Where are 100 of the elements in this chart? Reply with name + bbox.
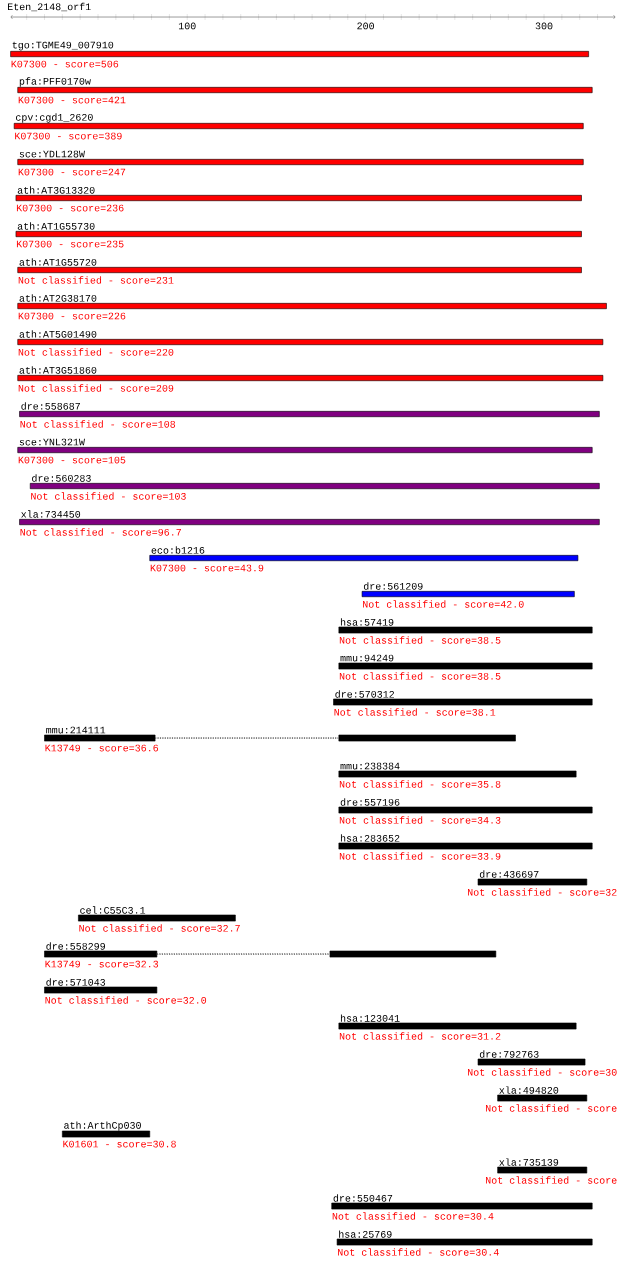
- bar: [477, 1058, 586, 1066]
- y-tick-label: xla:735139: [499, 1158, 559, 1166]
- bar: [13, 123, 584, 130]
- bar: [78, 914, 236, 922]
- annotation: Not classified - score=32: [468, 888, 617, 896]
- y-tick-label: dre:557196: [340, 798, 400, 806]
- annotation: K07300 - score=236: [16, 204, 124, 212]
- y-tick-label: hsa:57419: [340, 618, 394, 626]
- annotation: K07300 - score=235: [16, 240, 124, 248]
- x-tick-label: 200: [357, 22, 375, 30]
- bar: [477, 878, 588, 886]
- bar: [44, 986, 158, 994]
- y-tick-label: ath:AT2G38170: [19, 294, 97, 302]
- annotation: Not classified - score=30.4: [338, 1248, 499, 1256]
- bar: [333, 698, 593, 706]
- bar: [338, 662, 593, 670]
- annotation: Not classified - score=96.7: [20, 528, 181, 536]
- annotation: Not classified - score=32.0: [45, 996, 207, 1004]
- annotation: K07300 - score=389: [15, 132, 122, 140]
- y-tick-label: sce:YDL128W: [19, 150, 85, 158]
- annotation: Not classified - score=30.4: [332, 1212, 494, 1220]
- annotation: K07300 - score=421: [18, 96, 126, 104]
- bar: [338, 806, 593, 814]
- annotation: K07300 - score=43.9: [150, 564, 264, 572]
- y-tick-label: ath:AT1G55730: [17, 222, 95, 230]
- bar: [497, 1166, 588, 1174]
- y-tick-label: dre:436697: [479, 870, 539, 878]
- x-tick-label: 100: [178, 22, 196, 30]
- annotation: Not classified - score=30: [468, 1068, 617, 1076]
- bar: [29, 483, 600, 490]
- bar: [497, 1094, 588, 1102]
- annotation: K07300 - score=105: [18, 456, 126, 464]
- y-tick-label: ath:ArthCp030: [64, 1121, 141, 1131]
- bar: [17, 339, 604, 346]
- y-tick-label: ath:AT5G01490: [19, 330, 97, 338]
- annotation: Not classified - score=231: [18, 276, 174, 284]
- bar: [149, 555, 579, 562]
- bar: [336, 1238, 593, 1246]
- y-tick-label: mmu:238384: [340, 762, 400, 770]
- y-tick-label: ath:AT3G51860: [19, 366, 97, 374]
- annotation: Not classified - score=209: [18, 384, 174, 392]
- annotation: K13749 - score=32.3: [45, 960, 159, 968]
- annotation: Not classified - score=33.9: [339, 852, 501, 860]
- bar: [15, 195, 582, 202]
- bar: [10, 51, 589, 58]
- bar: [338, 626, 593, 634]
- bar: [17, 447, 593, 454]
- y-tick-label: dre:792763: [479, 1050, 539, 1058]
- y-tick-label: mmu:214111: [46, 726, 106, 734]
- y-tick-label: tgo:TGME49_007910: [12, 41, 114, 51]
- bar: [17, 303, 607, 310]
- y-tick-label: hsa:123041: [340, 1014, 400, 1022]
- annotation: Not classified - score: [486, 1176, 617, 1184]
- y-tick-label: ath:AT1G55720: [19, 258, 97, 266]
- y-tick-label: ath:AT3G13320: [17, 186, 95, 194]
- y-tick-label: dre:558299: [46, 942, 106, 950]
- bar: [19, 519, 600, 526]
- y-tick-label: dre:560283: [32, 474, 91, 482]
- annotation: Not classified - score=42.0: [363, 600, 524, 608]
- bar: [338, 842, 593, 850]
- bar: [17, 87, 593, 94]
- y-tick-label: eco:b1216: [151, 546, 205, 554]
- annotation: Not classified - score: [486, 1104, 617, 1112]
- y-tick-label: cpv:cgd1_2620: [16, 113, 93, 123]
- annotation: K07300 - score=506: [11, 60, 119, 68]
- bar: [17, 375, 604, 382]
- chart-title: Eten_2148_orf1: [8, 2, 91, 12]
- annotation: K07300 - score=226: [18, 312, 126, 320]
- bar: [19, 411, 600, 418]
- y-tick-label: dre:550467: [333, 1194, 393, 1202]
- annotation: Not classified - score=34.3: [339, 816, 501, 824]
- y-tick-label: pfa:PFF0170w: [19, 77, 91, 87]
- annotation: Not classified - score=31.2: [339, 1032, 501, 1040]
- annotation: Not classified - score=103: [31, 492, 186, 500]
- y-tick-label: hsa:25769: [339, 1230, 392, 1238]
- x-tick-label: 300: [535, 22, 553, 30]
- bar: [17, 267, 582, 274]
- annotation: K13749 - score=36.6: [45, 744, 159, 752]
- y-tick-label: xla:494820: [499, 1086, 559, 1094]
- y-tick-label: hsa:283652: [340, 834, 400, 842]
- y-tick-label: dre:558687: [21, 402, 80, 410]
- y-tick-label: dre:561209: [363, 582, 423, 590]
- bar: [361, 591, 575, 598]
- annotation: Not classified - score=108: [20, 420, 176, 428]
- y-tick-label: mmu:94249: [340, 654, 394, 662]
- annotation: Not classified - score=32.7: [79, 924, 240, 932]
- y-tick-label: sce:YNL321W: [19, 438, 85, 446]
- bar: [338, 770, 577, 778]
- y-tick-label: dre:571043: [46, 978, 106, 986]
- y-tick-label: xla:734450: [21, 510, 81, 518]
- annotation: Not classified - score=35.8: [339, 780, 501, 788]
- annotation: K07300 - score=247: [18, 168, 126, 176]
- bar: [62, 1130, 151, 1138]
- y-tick-label: cel:C55C3.1: [80, 906, 146, 914]
- annotation: Not classified - score=220: [18, 348, 174, 356]
- annotation: Not classified - score=38.1: [334, 708, 496, 716]
- bar: [338, 1022, 577, 1030]
- bar: [17, 159, 584, 166]
- annotation: K01601 - score=30.8: [63, 1140, 176, 1148]
- annotation: Not classified - score=38.5: [339, 636, 501, 644]
